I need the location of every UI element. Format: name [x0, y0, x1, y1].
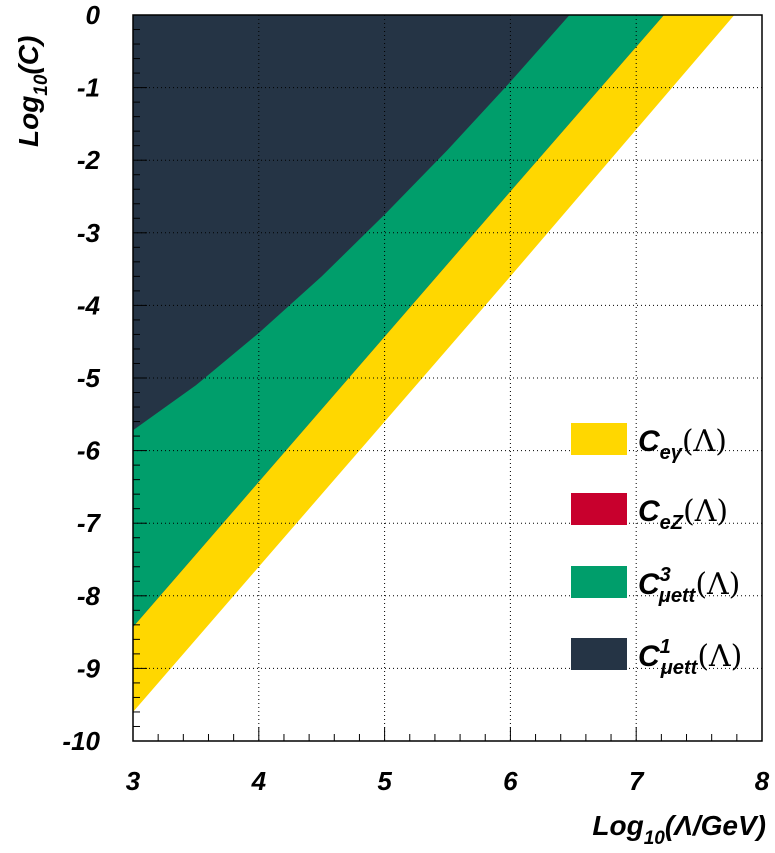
legend-label-c1-muett: C1 μett(Λ): [638, 636, 742, 679]
region-c1-muett: [133, 15, 570, 431]
y-tick-label: -7: [77, 508, 102, 538]
x-tick-label: 6: [503, 766, 518, 796]
y-tick-label: -4: [77, 290, 101, 320]
y-axis-title: Log10(C): [13, 36, 52, 147]
grid: [133, 15, 762, 741]
y-tick-label: -2: [77, 145, 101, 175]
x-tick-label: 8: [755, 766, 770, 796]
y-tick-label: -8: [77, 581, 101, 611]
x-tick-label: 4: [251, 766, 267, 796]
legend-label-c3-muett: C3 μett(Λ): [638, 564, 740, 607]
x-tick-label: 3: [126, 766, 141, 796]
axis-ticks: [132, 14, 763, 742]
x-tick-label: 5: [377, 766, 392, 796]
y-tick-label: -1: [77, 73, 100, 103]
legend-label-c-egamma: Ceγ(Λ): [638, 424, 727, 464]
y-tick-label: -3: [77, 218, 101, 248]
legend-swatch-c-egamma: [571, 423, 627, 455]
y-tick-label: 0: [86, 0, 101, 30]
x-tick-label: 7: [629, 766, 645, 796]
y-tick-label: -5: [77, 363, 101, 393]
legend-swatch-c-ez: [571, 493, 627, 525]
y-tick-labels: 0 -1 -2 -3 -4 -5 -6 -7 -8 -9 -10: [62, 0, 101, 756]
legend-swatch-c1-muett: [571, 638, 627, 670]
x-tick-labels: 3 4 5 6 7 8: [126, 766, 770, 796]
legend-label-c-ez: CeZ(Λ): [638, 494, 728, 534]
y-tick-label: -9: [77, 653, 101, 683]
y-tick-label: -6: [77, 436, 101, 466]
y-tick-label: -10: [62, 726, 100, 756]
legend: Ceγ(Λ) CeZ(Λ) C3 μett(Λ) C1 μett(Λ): [571, 423, 742, 679]
legend-swatch-c3-muett: [571, 566, 627, 598]
exclusion-regions: [133, 15, 735, 712]
x-axis-title: Log10(Λ/GeV): [592, 810, 766, 849]
